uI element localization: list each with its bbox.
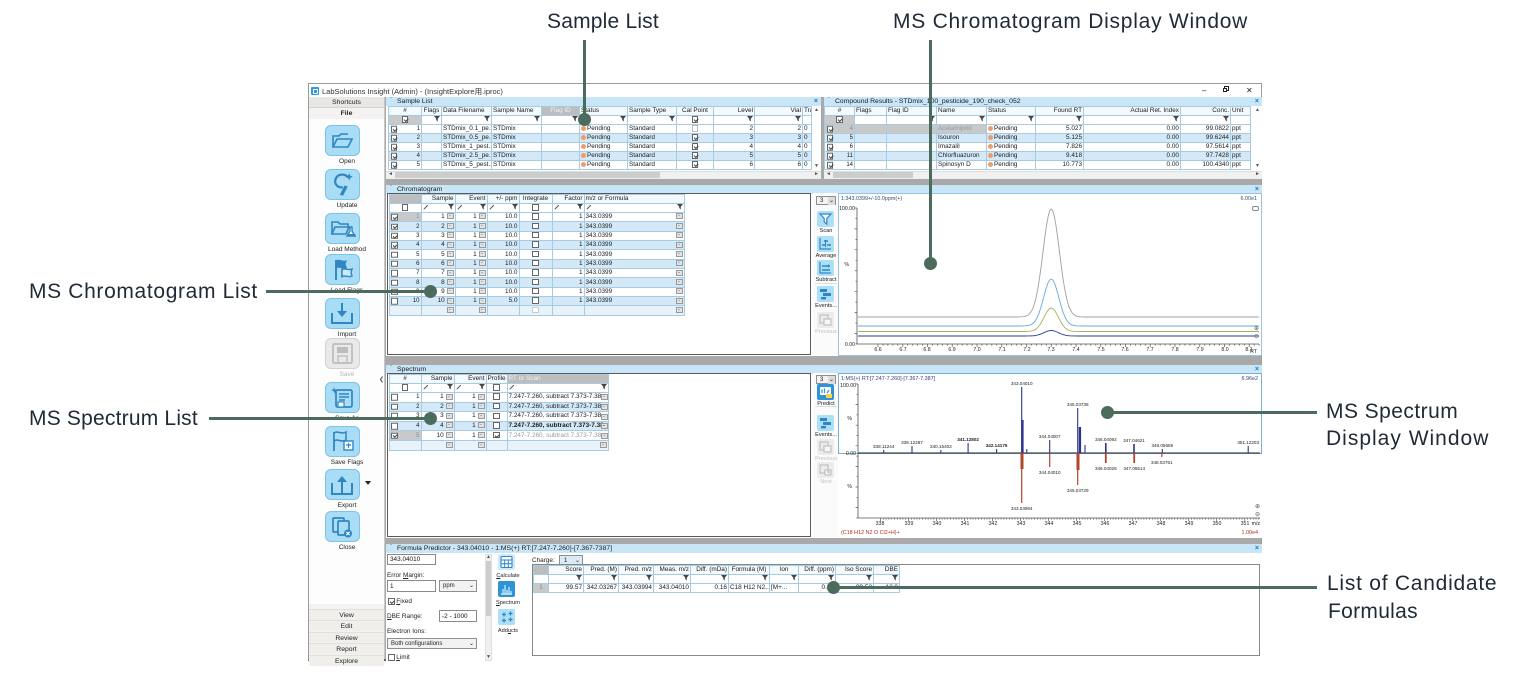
svg-text:100.00: 100.00	[840, 383, 856, 389]
svg-text:100.00: 100.00	[839, 206, 855, 212]
svg-text:7.3: 7.3	[1047, 347, 1054, 353]
svg-text:7.2: 7.2	[1023, 347, 1030, 353]
svg-text:%: %	[844, 262, 849, 268]
svg-text:6.8: 6.8	[923, 347, 930, 353]
svg-text:340.15402: 340.15402	[930, 444, 952, 449]
svg-text:7.0: 7.0	[973, 347, 980, 353]
svg-text:7.7: 7.7	[1146, 347, 1153, 353]
svg-text:8.1: 8.1	[1245, 347, 1252, 353]
svg-text:346: 346	[1101, 521, 1110, 527]
svg-text:347.05514: 347.05514	[1123, 466, 1145, 471]
svg-text:343.03994: 343.03994	[1011, 506, 1033, 511]
svg-text:350: 350	[1213, 521, 1222, 527]
svg-text:348.03761: 348.03761	[1151, 460, 1173, 465]
svg-text:%: %	[847, 484, 852, 490]
svg-text:7.4: 7.4	[1072, 347, 1079, 353]
svg-text:348: 348	[1157, 521, 1166, 527]
svg-text:338: 338	[876, 521, 885, 527]
svg-text:m/z: m/z	[1252, 521, 1261, 527]
svg-text:6.7: 6.7	[899, 347, 906, 353]
svg-text:347: 347	[1129, 521, 1138, 527]
svg-text:0.00: 0.00	[846, 451, 856, 457]
svg-text:345: 345	[1073, 521, 1082, 527]
svg-text:344.04007: 344.04007	[1039, 434, 1061, 439]
svg-text:351.12203: 351.12203	[1237, 440, 1259, 445]
svg-text:(C18 H12 N2 O Cl2+H)+: (C18 H12 N2 O Cl2+H)+	[841, 530, 900, 536]
svg-text:1.00e4: 1.00e4	[1242, 530, 1259, 536]
svg-text:343.04010: 343.04010	[1011, 381, 1033, 386]
svg-text:344.04010: 344.04010	[1039, 470, 1061, 475]
svg-text:7.1: 7.1	[998, 347, 1005, 353]
svg-text:347.04621: 347.04621	[1123, 438, 1145, 443]
svg-text:1:MS(+) RT:[7.247-7.260]-[7.36: 1:MS(+) RT:[7.247-7.260]-[7.367-7.387]	[841, 376, 936, 382]
svg-text:8.0: 8.0	[1221, 347, 1228, 353]
svg-text:7.6: 7.6	[1121, 347, 1128, 353]
svg-text:6.00e1: 6.00e1	[1241, 196, 1258, 202]
svg-text:349: 349	[1185, 521, 1194, 527]
svg-text:341.12802: 341.12802	[957, 437, 979, 442]
svg-text:342: 342	[989, 521, 998, 527]
svg-text:343: 343	[1017, 521, 1026, 527]
svg-text:340: 340	[933, 521, 942, 527]
svg-text:339.12287: 339.12287	[901, 440, 923, 445]
svg-text:338.11244: 338.11244	[873, 444, 895, 449]
svg-text:7.9: 7.9	[1196, 347, 1203, 353]
svg-text:346.04026: 346.04026	[1095, 466, 1117, 471]
svg-text:345.03738: 345.03738	[1067, 402, 1089, 407]
svg-text:348.05685: 348.05685	[1151, 443, 1173, 448]
svg-text:7.5: 7.5	[1097, 347, 1104, 353]
svg-text:%: %	[847, 416, 852, 422]
svg-text:342.14175: 342.14175	[986, 443, 1008, 448]
svg-text:6.96e2: 6.96e2	[1242, 376, 1259, 382]
svg-text:6.6: 6.6	[874, 347, 881, 353]
svg-text:1:343.0399+/-10.0ppm(+): 1:343.0399+/-10.0ppm(+)	[841, 196, 902, 202]
svg-text:RT: RT	[1250, 349, 1258, 354]
svg-text:341: 341	[961, 521, 970, 527]
svg-text:339: 339	[905, 521, 914, 527]
svg-text:351: 351	[1241, 521, 1250, 527]
svg-text:7.8: 7.8	[1171, 347, 1178, 353]
svg-text:344: 344	[1045, 521, 1054, 527]
svg-text:6.9: 6.9	[948, 347, 955, 353]
svg-text:0.00: 0.00	[845, 342, 855, 348]
svg-text:345.03729: 345.03729	[1067, 488, 1089, 493]
svg-text:346.04092: 346.04092	[1095, 437, 1117, 442]
